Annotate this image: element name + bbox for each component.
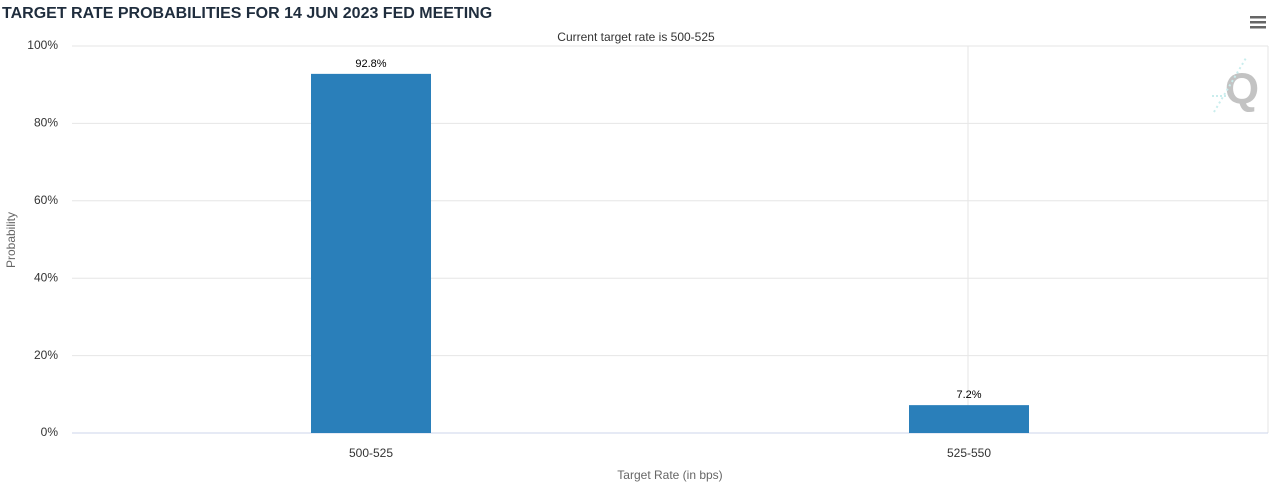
x-tick-label: 500-525 — [349, 446, 393, 460]
logo: Q — [1212, 57, 1259, 114]
y-axis-title: Probability — [4, 212, 18, 268]
y-tick-label: 60% — [34, 193, 58, 207]
chart-title: TARGET RATE PROBABILITIES FOR 14 JUN 202… — [2, 5, 492, 22]
y-tick-label: 20% — [34, 348, 58, 362]
x-tick-label: 525-550 — [947, 446, 991, 460]
data-label: 92.8% — [355, 58, 386, 70]
y-tick-label: 0% — [41, 425, 59, 439]
data-label: 7.2% — [956, 389, 981, 401]
svg-text:Q: Q — [1225, 65, 1259, 114]
chart-subtitle: Current target rate is 500-525 — [557, 30, 715, 44]
x-axis-title: Target Rate (in bps) — [617, 468, 722, 482]
y-tick-label: 40% — [34, 270, 58, 284]
menu-icon[interactable] — [1250, 16, 1266, 29]
bar — [909, 405, 1029, 433]
bar — [311, 73, 431, 433]
y-tick-label: 80% — [34, 116, 58, 130]
y-tick-label: 100% — [27, 38, 58, 52]
